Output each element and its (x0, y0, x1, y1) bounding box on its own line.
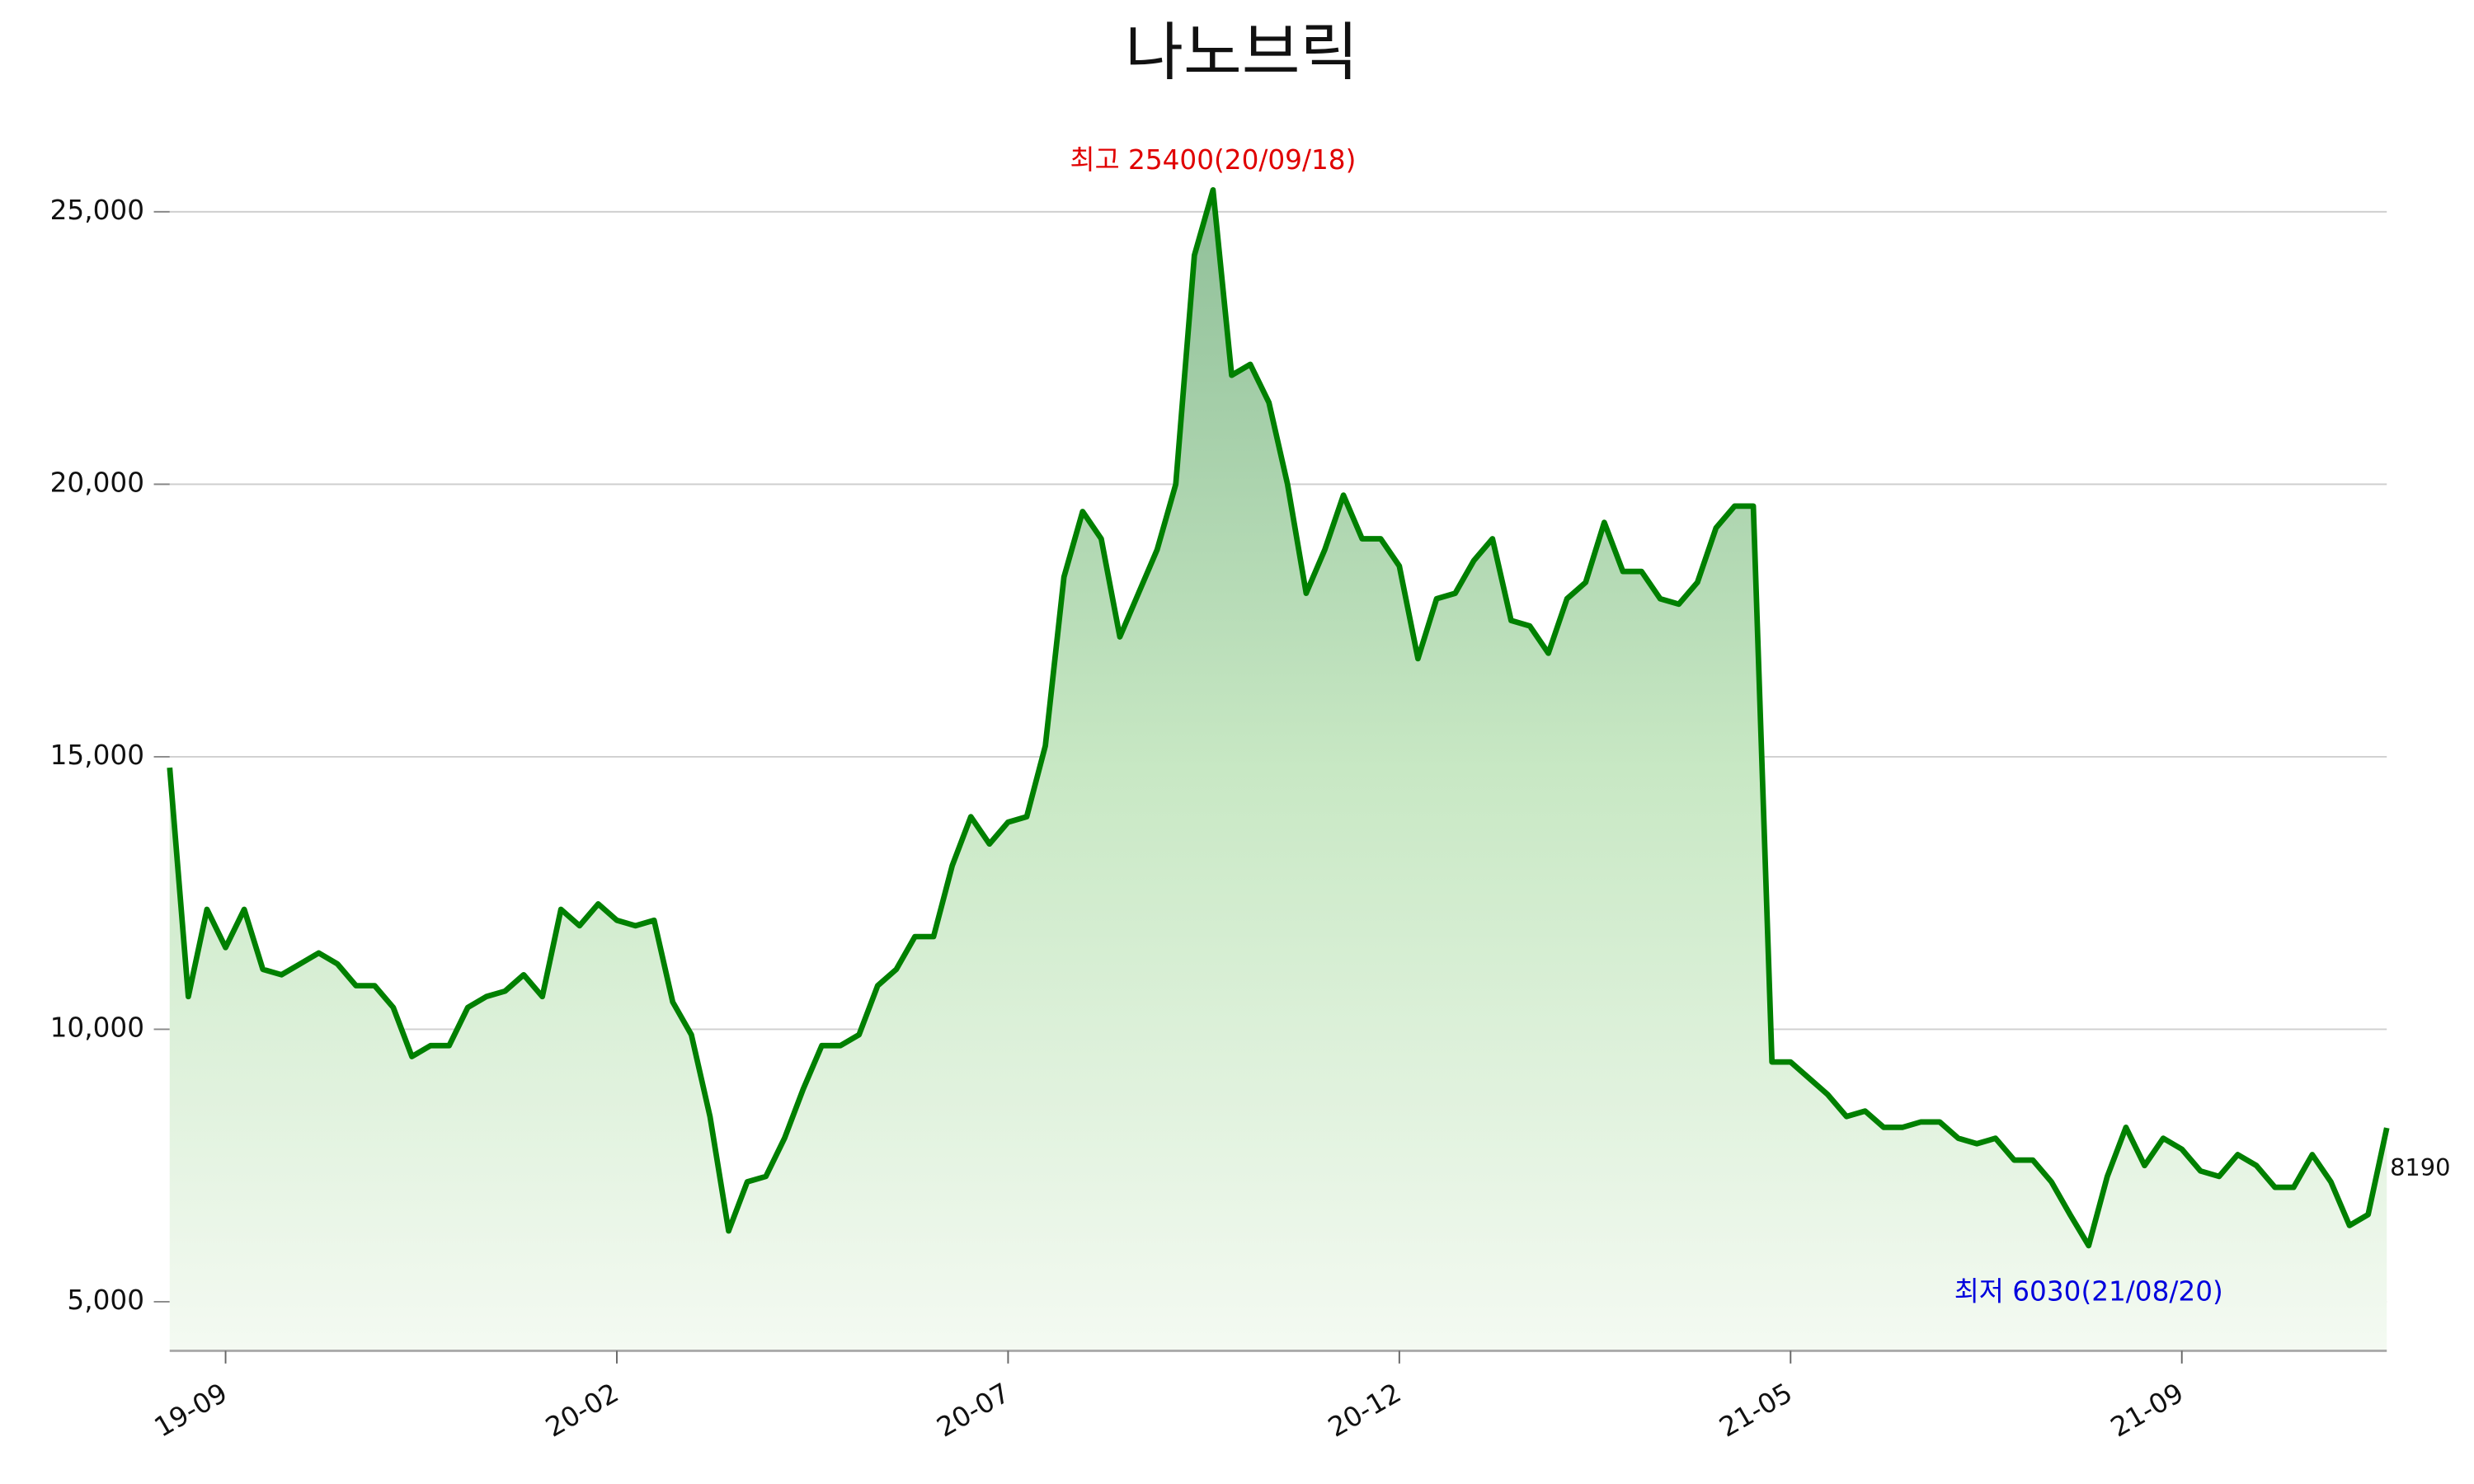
area-fill (169, 190, 2387, 1351)
y-tick-label: 20,000 (50, 467, 144, 498)
chart-title: 나노브릭 (1125, 16, 1358, 90)
x-tick-label: 19-09 (149, 1377, 233, 1443)
min-annotation: 최저 6030(21/08/20) (1954, 1276, 2223, 1308)
max-annotation: 최고 25400(20/09/18) (1070, 144, 1357, 176)
x-tick-label: 21-05 (1714, 1377, 1798, 1443)
x-tick-label: 20-12 (1323, 1377, 1406, 1443)
last-value-label: 8190 (2390, 1153, 2450, 1181)
price-line (167, 187, 2390, 1249)
y-tick-label: 15,000 (50, 740, 144, 771)
x-tick-label: 20-02 (540, 1377, 623, 1443)
x-tick-label: 20-07 (932, 1377, 1015, 1443)
x-tick-label: 21-09 (2105, 1377, 2189, 1443)
y-tick-label: 5,000 (67, 1284, 144, 1316)
y-tick-label: 10,000 (50, 1012, 144, 1043)
y-tick-label: 25,000 (50, 195, 144, 226)
